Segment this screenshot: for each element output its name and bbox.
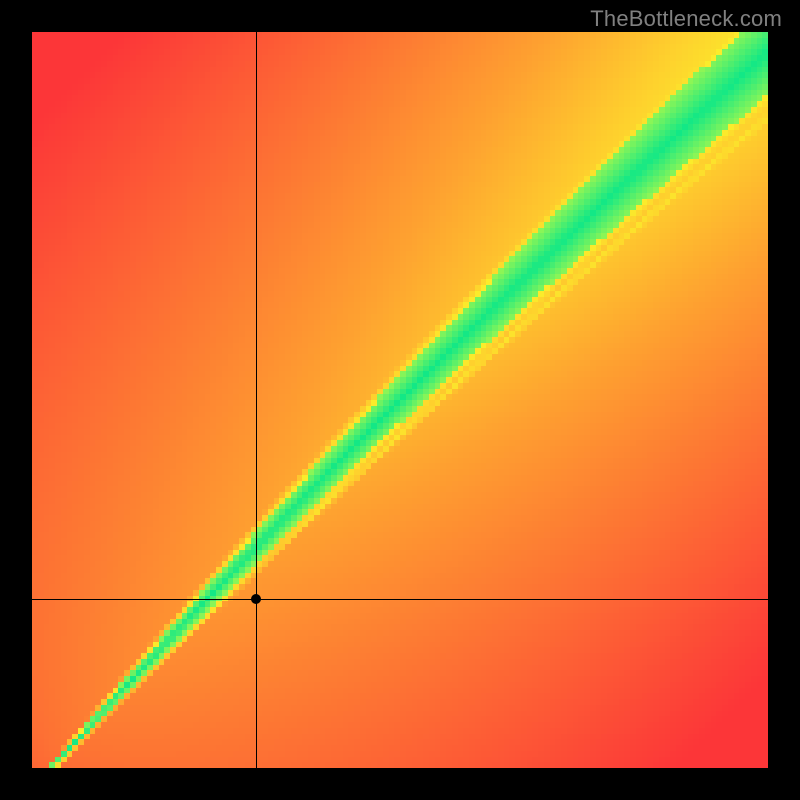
plot-area [32,32,768,768]
chart-container: TheBottleneck.com [0,0,800,800]
heatmap-canvas [32,32,768,768]
watermark-text: TheBottleneck.com [590,6,782,32]
crosshair-marker [251,594,261,604]
crosshair-horizontal [32,599,768,600]
crosshair-vertical [256,32,257,768]
